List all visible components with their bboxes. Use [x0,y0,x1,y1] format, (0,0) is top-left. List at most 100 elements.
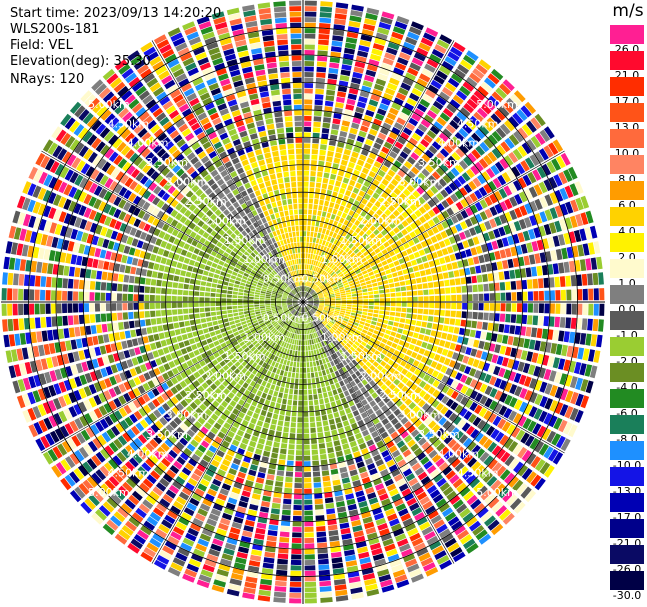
velocity-bin [544,398,553,410]
velocity-bin [309,193,314,199]
velocity-bin [313,306,318,309]
velocity-bin [314,99,323,106]
velocity-bin [382,122,392,131]
velocity-bin [466,285,473,293]
velocity-bin [277,558,288,565]
velocity-bin [360,267,366,272]
velocity-bin [324,106,333,112]
velocity-bin [19,333,27,345]
velocity-bin [512,360,520,371]
velocity-bin [150,279,157,286]
velocity-bin [378,332,385,337]
velocity-bin [438,91,450,102]
velocity-bin [443,144,454,154]
velocity-bin [365,361,372,368]
velocity-bin [383,264,390,270]
velocity-bin [587,273,593,286]
velocity-bin [440,189,449,198]
velocity-bin [499,282,506,291]
velocity-bin [466,98,478,110]
velocity-bin [482,274,488,282]
velocity-bin [582,348,590,361]
velocity-bin [232,295,238,299]
velocity-bin [493,366,501,376]
velocity-bin [344,47,355,55]
velocity-bin [303,220,307,226]
velocity-bin [387,169,396,178]
velocity-bin [305,280,308,286]
velocity-bin [444,56,457,67]
velocity-bin [29,275,36,287]
velocity-bin [536,353,544,365]
velocity-bin [343,219,349,226]
velocity-bin [417,123,428,133]
velocity-bin [548,277,555,288]
velocity-bin [176,335,183,342]
velocity-bin [320,245,325,251]
velocity-bin [343,390,350,397]
velocity-bin [284,388,289,394]
velocity-bin [313,299,319,301]
velocity-bin [51,303,57,314]
velocity-bin [208,342,215,349]
velocity-bin [544,303,550,314]
velocity-bin [462,240,470,249]
velocity-bin [485,167,496,179]
velocity-bin [451,334,458,343]
velocity-bin [313,110,322,117]
velocity-bin [289,433,296,439]
velocity-bin [391,102,402,111]
velocity-bin [361,257,367,263]
velocity-bin [171,295,177,302]
velocity-bin [151,326,158,333]
velocity-bin [285,476,293,483]
velocity-bin [304,499,313,505]
velocity-bin [357,159,365,167]
velocity-bin [320,459,328,466]
velocity-bin [335,305,341,308]
velocity-bin [139,311,145,319]
velocity-bin [307,281,310,287]
velocity-bin [343,318,349,322]
velocity-bin [332,389,338,396]
velocity-bin [390,331,397,337]
velocity-bin [304,77,314,83]
velocity-bin [308,298,313,301]
velocity-bin [401,347,408,354]
velocity-bin [322,420,329,426]
velocity-bin [373,118,383,126]
velocity-bin [426,189,435,198]
velocity-bin [122,284,129,292]
velocity-bin [450,369,458,379]
velocity-bin [554,276,560,288]
velocity-bin [398,112,409,121]
velocity-bin [431,141,442,151]
velocity-bin [414,377,422,385]
velocity-bin [455,372,463,381]
velocity-bin [67,291,73,301]
velocity-bin [366,331,373,337]
velocity-bin [346,306,352,310]
velocity-bin [496,334,503,343]
velocity-bin [233,316,240,320]
velocity-bin [330,298,336,301]
velocity-bin [304,39,316,45]
velocity-bin [318,205,323,211]
velocity-bin [351,224,358,231]
velocity-bin [462,337,469,345]
velocity-bin [360,332,366,337]
velocity-bin [498,226,506,237]
velocity-bin [471,149,481,160]
velocity-bin [441,395,450,405]
velocity-bin [188,308,194,314]
velocity-bin [330,214,336,220]
velocity-bin [444,185,453,195]
velocity-bin [305,286,308,292]
velocity-bin [390,307,396,312]
velocity-bin [254,533,265,540]
velocity-bin [379,204,387,212]
velocity-bin [328,140,337,146]
velocity-bin [160,295,166,302]
velocity-bin [502,335,509,344]
velocity-bin [322,264,327,270]
